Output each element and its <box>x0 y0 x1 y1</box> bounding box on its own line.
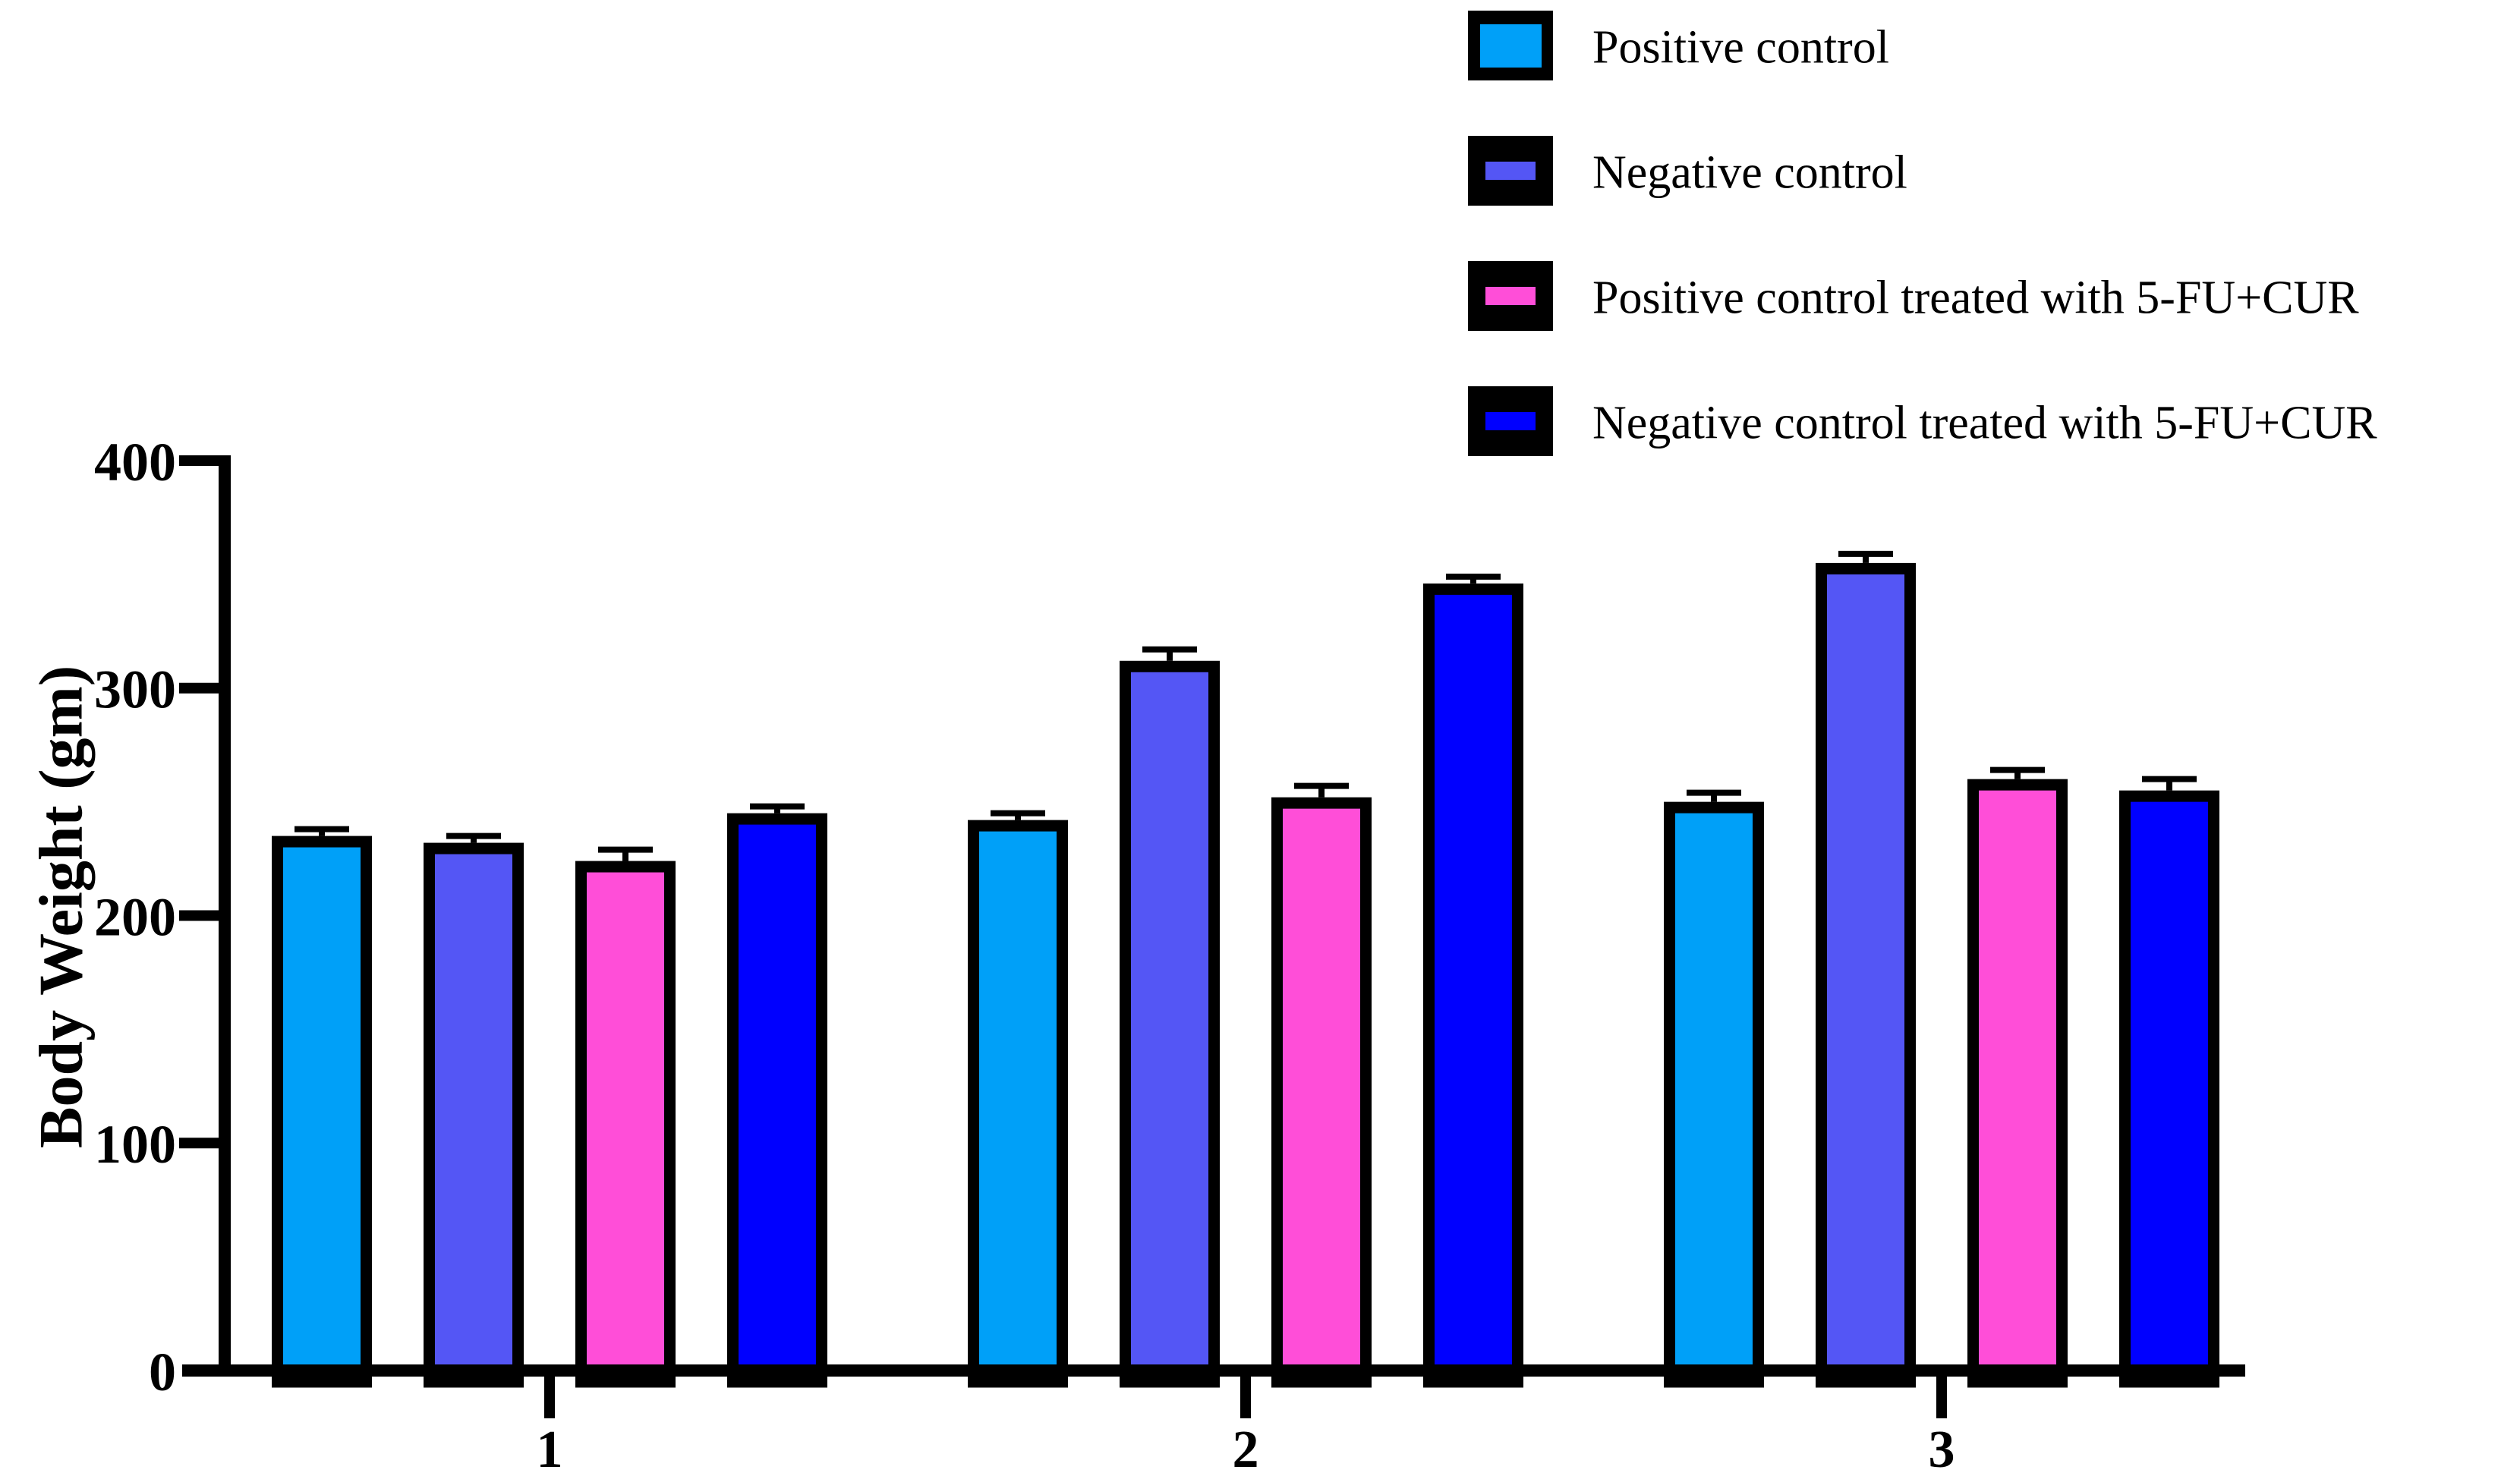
bar <box>1816 562 1916 1388</box>
bar <box>575 861 676 1388</box>
legend-swatch-fill <box>1485 287 1536 305</box>
legend-label: Negative control <box>1592 146 1907 198</box>
legend-label: Positive control <box>1592 21 1889 73</box>
legend-swatch-fill <box>1485 412 1536 430</box>
bar <box>968 820 1068 1388</box>
bar <box>1967 779 2068 1388</box>
bar <box>727 813 827 1388</box>
legend-label: Positive control treated with 5-FU+CUR <box>1592 272 2359 323</box>
y-tick-label: 0 <box>149 1342 176 1402</box>
bar <box>1271 797 1372 1388</box>
bar <box>1664 801 1764 1388</box>
y-tick-label: 300 <box>94 659 176 720</box>
legend-swatch-fill <box>1480 24 1542 68</box>
bar <box>1423 583 1523 1388</box>
x-tick-label: 2 <box>1233 1421 1259 1476</box>
bar <box>424 842 524 1388</box>
legend-swatch-fill <box>1485 162 1536 180</box>
bar <box>272 836 372 1388</box>
legend-label: Negative control treated with 5-FU+CUR <box>1592 397 2377 448</box>
x-tick-label: 1 <box>537 1421 563 1476</box>
y-axis-title: Body Weight (gm) <box>27 666 96 1148</box>
bar <box>2119 790 2219 1388</box>
x-tick-label: 3 <box>1929 1421 1955 1476</box>
y-tick-label: 200 <box>94 886 176 947</box>
bar <box>1120 660 1220 1388</box>
y-tick-label: 400 <box>94 432 176 493</box>
y-tick-label: 100 <box>94 1114 176 1175</box>
